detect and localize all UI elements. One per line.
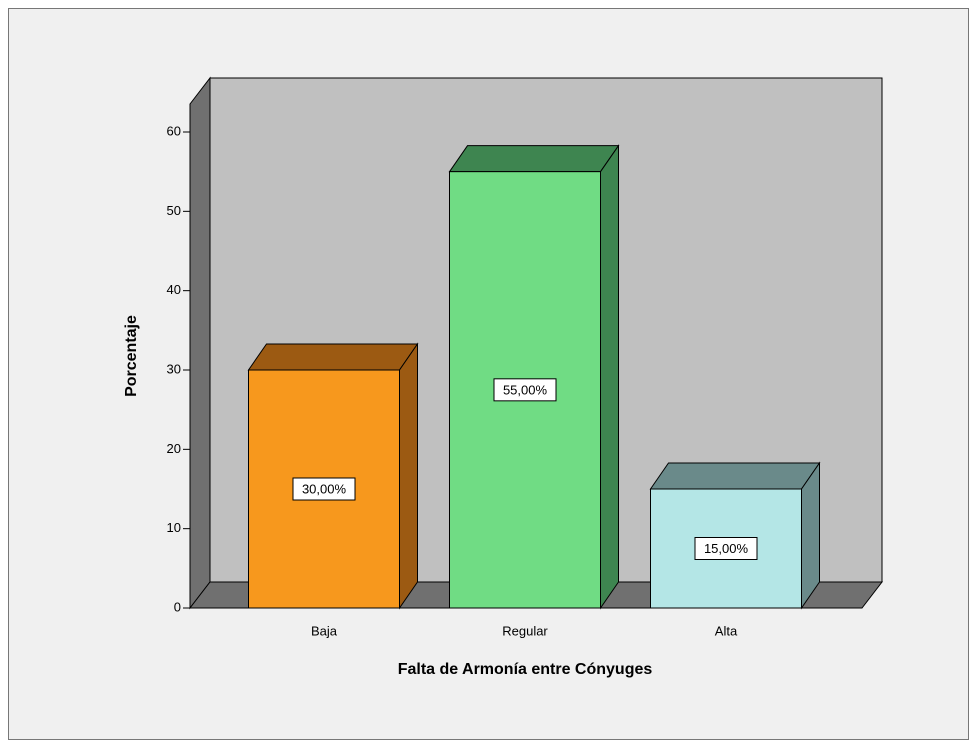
bar-side: [600, 144, 619, 610]
value-label-box: [292, 477, 356, 501]
bar-side: [801, 461, 820, 610]
x-axis-title: Falta de Armonía entre Cónyuges: [398, 661, 653, 678]
value-label-box: [694, 537, 758, 560]
y-tick-label: 0: [174, 599, 181, 614]
bar-side: [399, 342, 418, 610]
y-tick-label: 50: [167, 203, 181, 218]
x-tick-label: Baja: [311, 623, 338, 638]
x-tick-label: Alta: [715, 623, 738, 638]
bar-top: [448, 145, 620, 173]
y-tick-label: 20: [167, 441, 181, 456]
value-label: 30,00%: [302, 481, 347, 496]
x-tick-label: Regular: [502, 623, 548, 638]
y-tick-label: 40: [167, 282, 181, 297]
y-tick-label: 30: [167, 361, 181, 376]
bar-top: [649, 462, 821, 490]
value-label-box: [493, 378, 557, 402]
y-tick-label: 60: [167, 123, 181, 138]
bar-top: [247, 343, 419, 371]
y-tick-label: 10: [167, 520, 181, 535]
value-label: 15,00%: [704, 541, 749, 556]
y-axis-title: Porcentaje: [123, 315, 140, 397]
value-label: 55,00%: [503, 382, 548, 397]
side-wall: [189, 76, 211, 610]
